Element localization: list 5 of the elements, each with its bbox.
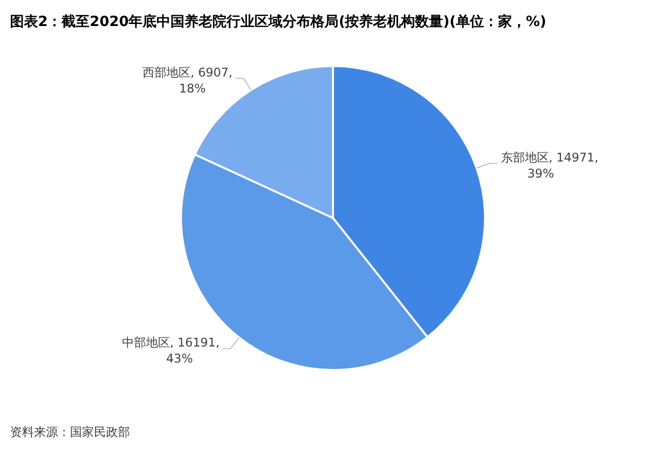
chart-title: 图表2：截至2020年底中国养老院行业区域分布格局(按养老机构数量)(单位：家，%) (10, 13, 546, 30)
slice-label: 中部地区, 16191, 43% (122, 336, 220, 366)
text: 资料来源：国家民政部 (10, 425, 130, 439)
slice-label: 西部地区, 6907, 18% (142, 65, 232, 96)
slice-label: 东部地区, 14971, 39% (500, 150, 598, 180)
